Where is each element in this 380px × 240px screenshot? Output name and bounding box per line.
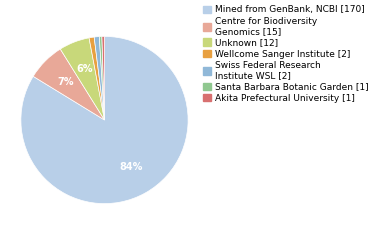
Wedge shape [33,49,104,120]
Legend: Mined from GenBank, NCBI [170], Centre for Biodiversity
Genomics [15], Unknown [: Mined from GenBank, NCBI [170], Centre f… [202,5,369,104]
Text: 6%: 6% [76,64,93,74]
Text: 7%: 7% [58,77,74,87]
Wedge shape [99,36,105,120]
Wedge shape [60,38,104,120]
Wedge shape [94,36,104,120]
Text: 84%: 84% [119,162,143,172]
Wedge shape [89,37,104,120]
Wedge shape [21,36,188,204]
Wedge shape [102,36,104,120]
